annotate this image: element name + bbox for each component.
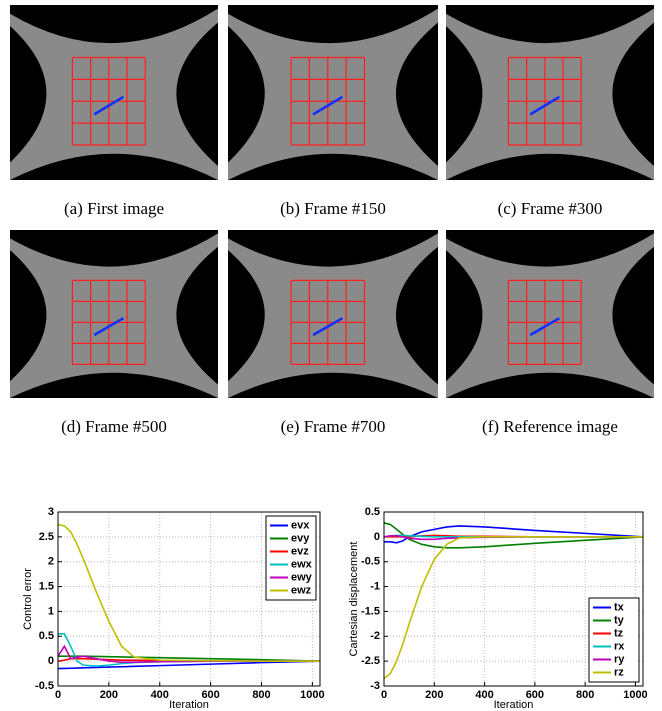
- legend-label: tx: [614, 601, 625, 613]
- trajectory: [312, 95, 344, 116]
- x-tick-label: 1000: [623, 689, 647, 701]
- x-tick-label: 800: [252, 689, 270, 701]
- y-tick-label: 0: [374, 531, 380, 543]
- legend-label: ry: [614, 653, 625, 665]
- y-tick-label: -0.5: [35, 680, 54, 692]
- series-line: [57, 523, 320, 662]
- y-tick-label: 0.5: [365, 506, 380, 518]
- x-axis-label: Iteration: [494, 699, 534, 711]
- series-line: [383, 536, 643, 680]
- caption: (b) Frame #150: [280, 199, 386, 218]
- trajectory: [529, 317, 560, 337]
- y-tick-label: -2: [370, 630, 380, 642]
- series-line: [383, 522, 644, 549]
- warped-image: [446, 233, 654, 398]
- x-tick-label: 200: [100, 689, 118, 701]
- x-tick-label: 600: [526, 689, 544, 701]
- y-tick-label: 2.5: [39, 531, 54, 543]
- caption: (c) Frame #300: [498, 199, 603, 218]
- x-tick-label: 400: [151, 689, 169, 701]
- y-tick-label: -0.5: [361, 556, 380, 568]
- x-tick-label: 1000: [300, 689, 324, 701]
- x-axis-label: Iteration: [169, 699, 209, 711]
- caption: (f) Reference image: [482, 417, 618, 436]
- y-tick-label: 0.5: [39, 630, 54, 642]
- trajectory: [529, 95, 561, 116]
- legend-label: rx: [614, 640, 625, 652]
- warped-image: [10, 8, 218, 180]
- warped-image: [228, 8, 438, 180]
- trajectory: [312, 317, 344, 337]
- y-tick-label: 3: [48, 506, 54, 518]
- legend-label: ewz: [291, 584, 312, 596]
- y-tick-label: 1.5: [39, 580, 54, 592]
- x-tick-label: 600: [201, 689, 219, 701]
- plot-frame: [57, 511, 321, 687]
- trajectory: [93, 95, 125, 116]
- y-tick-label: -3: [370, 680, 380, 692]
- x-tick-label: 800: [576, 689, 594, 701]
- x-tick-label: 400: [475, 689, 493, 701]
- x-tick-label: 0: [55, 689, 61, 701]
- legend-label: evz: [291, 545, 309, 557]
- caption: (e) Frame #700: [281, 417, 386, 436]
- y-tick-label: -2.5: [361, 655, 380, 667]
- series-line: [57, 660, 321, 670]
- legend-label: evy: [291, 532, 310, 544]
- warped-image: [228, 233, 438, 398]
- legend-box: [588, 597, 640, 683]
- legend-label: evx: [291, 519, 310, 531]
- caption: (a) First image: [64, 199, 164, 218]
- series-line: [58, 655, 321, 662]
- series-line: [384, 525, 644, 544]
- x-tick-label: 0: [381, 689, 387, 701]
- y-tick-label: -1: [370, 580, 380, 592]
- legend-label: rz: [614, 666, 624, 678]
- legend-label: ewy: [291, 571, 313, 583]
- y-axis-label: Control error: [22, 568, 34, 630]
- y-axis-label: Cartesian displacement: [348, 542, 360, 657]
- legend-label: ewx: [291, 558, 313, 570]
- y-tick-label: -1.5: [361, 605, 380, 617]
- legend-label: tz: [614, 627, 624, 639]
- y-tick-label: 0: [48, 655, 54, 667]
- plot-frame: [383, 511, 644, 687]
- warped-image: [446, 8, 654, 180]
- x-tick-label: 200: [425, 689, 443, 701]
- legend-label: ty: [614, 614, 625, 626]
- warped-image: [10, 233, 218, 398]
- y-tick-label: 1: [48, 605, 54, 617]
- y-tick-label: 2: [48, 556, 54, 568]
- caption: (d) Frame #500: [61, 417, 167, 436]
- trajectory: [93, 317, 124, 337]
- legend-box: [265, 515, 317, 601]
